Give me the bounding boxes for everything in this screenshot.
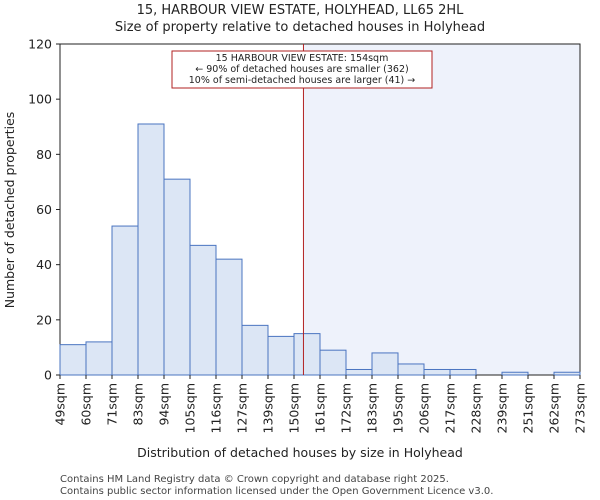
annotation-box (171, 50, 433, 89)
x-tick-label: 262sqm (547, 383, 562, 433)
x-tick-label: 127sqm (235, 383, 250, 433)
bar-161sqm (319, 349, 347, 376)
bar-49sqm (59, 344, 87, 376)
x-tick-label: 195sqm (391, 383, 406, 433)
y-tick-label: 100 (28, 92, 52, 107)
x-tick-label: 273sqm (573, 383, 588, 433)
y-axis: 0 20 40 60 80 100 120 (28, 37, 60, 383)
x-tick-label: 161sqm (313, 383, 328, 433)
bar-83sqm (137, 123, 165, 376)
bar-105sqm (189, 244, 217, 376)
bar-127sqm (241, 324, 269, 376)
y-tick-label: 60 (36, 202, 52, 217)
x-axis: 49sqm 60sqm 71sqm 83sqm 94sqm 105sqm 116sqm 127… (53, 375, 588, 433)
y-tick-label: 20 (36, 312, 52, 327)
x-tick-label: 94sqm (157, 383, 172, 426)
y-tick-label: 40 (36, 257, 52, 272)
bar-262sqm (553, 371, 581, 376)
bar-139sqm (267, 335, 295, 376)
x-tick-label: 251sqm (521, 383, 536, 433)
bar-217sqm (449, 368, 477, 376)
x-tick-label: 116sqm (209, 383, 224, 433)
footer-line-2: Contains public sector information licen… (60, 486, 493, 497)
bar-206sqm (423, 368, 451, 376)
x-tick-label: 83sqm (131, 383, 146, 426)
x-tick-label: 105sqm (183, 383, 198, 433)
y-tick-label: 80 (36, 147, 52, 162)
y-axis-label: Number of detached properties (2, 112, 17, 309)
x-tick-label: 172sqm (339, 383, 354, 433)
annotation-line-3: 10% of semi-detached houses are larger (… (189, 75, 416, 86)
larger-region (303, 44, 580, 375)
annotation-line-2: ← 90% of detached houses are smaller (36… (195, 64, 408, 75)
annotation-line-1: 15 HARBOUR VIEW ESTATE: 154sqm (216, 53, 389, 64)
x-tick-label: 49sqm (53, 383, 68, 426)
x-tick-label: 60sqm (79, 383, 94, 426)
bar-150sqm (293, 333, 321, 376)
x-tick-label: 183sqm (365, 383, 380, 433)
bar-183sqm (371, 352, 399, 376)
chart-title: 15, HARBOUR VIEW ESTATE, HOLYHEAD, LL65 … (137, 3, 465, 18)
footer-line-1: Contains HM Land Registry data © Crown c… (60, 474, 449, 485)
x-tick-label: 228sqm (469, 383, 484, 433)
y-tick-label: 0 (44, 368, 52, 383)
x-tick-label: 150sqm (287, 383, 302, 433)
x-tick-label: 217sqm (443, 383, 458, 433)
bar-172sqm (345, 368, 373, 376)
bar-71sqm (111, 225, 139, 376)
x-tick-label: 71sqm (105, 383, 120, 426)
x-axis-label: Distribution of detached houses by size … (137, 445, 463, 460)
x-tick-label: 239sqm (495, 383, 510, 433)
bar-195sqm (397, 363, 425, 376)
bar-60sqm (85, 341, 113, 376)
y-tick-label: 120 (28, 37, 52, 52)
bar-116sqm (215, 258, 243, 376)
bar-239sqm (501, 371, 529, 376)
bar-94sqm (163, 178, 191, 376)
x-tick-label: 139sqm (261, 383, 276, 433)
bars-group (59, 123, 581, 376)
x-tick-label: 206sqm (417, 383, 432, 433)
chart-subtitle: Size of property relative to detached ho… (115, 20, 485, 35)
